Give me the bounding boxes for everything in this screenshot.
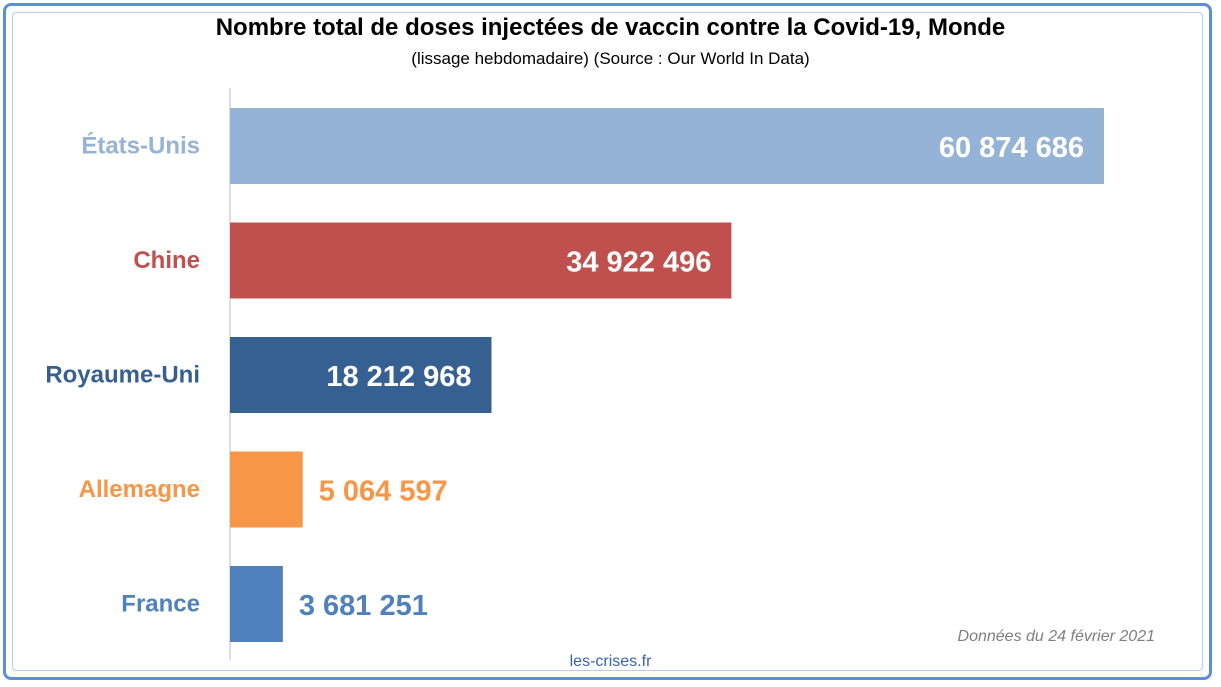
value-label-4: 3 681 251 — [299, 590, 428, 622]
bar-0 — [230, 108, 1104, 184]
chart-subtitle: (lissage hebdomadaire) (Source : Our Wor… — [411, 49, 810, 68]
value-label-2: 18 212 968 — [326, 361, 471, 393]
bar-1 — [230, 222, 732, 299]
value-label-3: 5 064 597 — [319, 476, 448, 508]
chart-title: Nombre total de doses injectées de vacci… — [215, 14, 1006, 41]
category-label-4: France — [121, 591, 200, 618]
bar-3 — [230, 451, 303, 528]
bar-4 — [230, 566, 283, 642]
category-label-0: États-Unis — [81, 132, 200, 160]
value-label-0: 60 874 686 — [939, 132, 1084, 164]
value-label-1: 34 922 496 — [566, 247, 711, 279]
bar-2 — [230, 337, 492, 413]
category-label-1: Chine — [133, 247, 200, 274]
chart-frame-inner-border — [12, 12, 1203, 671]
category-label-2: Royaume-Uni — [45, 362, 200, 389]
source-credit: les-crises.fr — [569, 653, 652, 670]
date-note: Données du 24 février 2021 — [957, 628, 1155, 645]
category-label-3: Allemagne — [79, 476, 200, 503]
